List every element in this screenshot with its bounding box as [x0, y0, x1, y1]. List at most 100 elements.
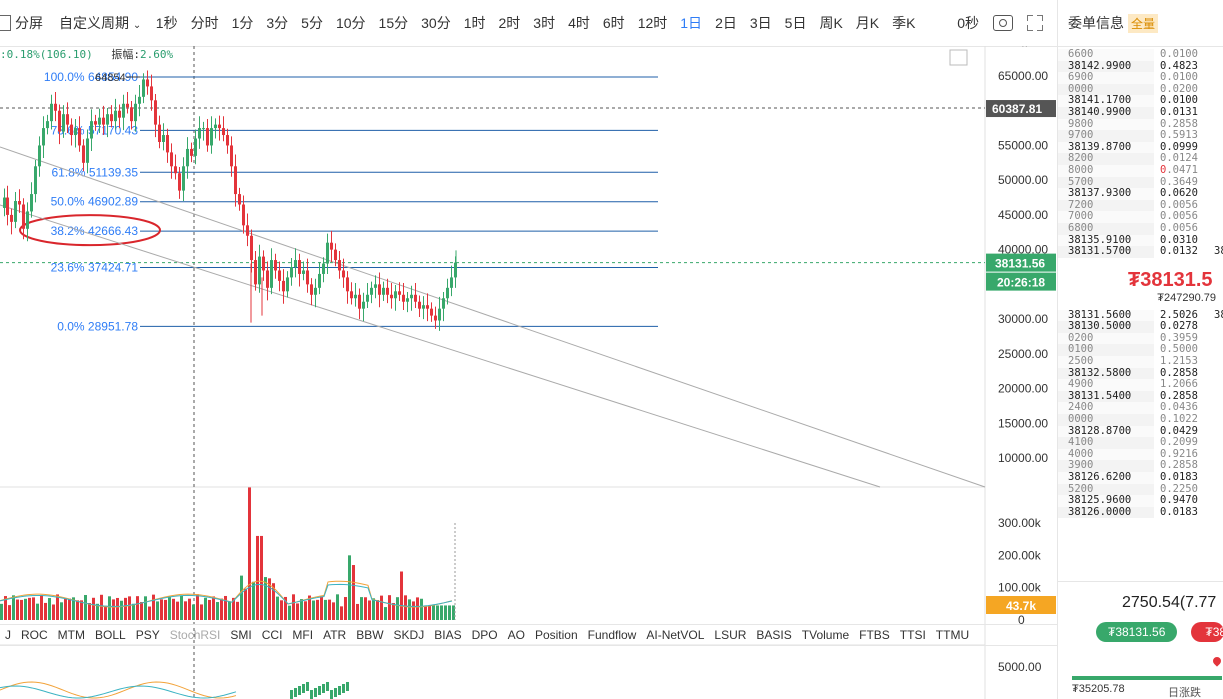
split-screen-icon[interactable]: [0, 15, 11, 31]
period-tab[interactable]: 2时: [498, 15, 521, 31]
bid-row[interactable]: 4100 0.2099: [1058, 437, 1223, 449]
ask-row[interactable]: 6900 0.0100: [1058, 72, 1223, 84]
chart-expand-icon[interactable]: [949, 49, 968, 66]
ask-row[interactable]: 38131.5700 0.0132 38: [1058, 245, 1223, 258]
indicator-tab[interactable]: DPO: [471, 628, 498, 642]
indicator-tab[interactable]: PSY: [135, 628, 160, 642]
sell-button[interactable]: ₮38: [1191, 622, 1223, 642]
indicator-tab[interactable]: J: [5, 628, 11, 642]
ask-row[interactable]: 38142.9900 0.4823: [1058, 60, 1223, 73]
ask-row[interactable]: 0000 0.0200: [1058, 83, 1223, 96]
bid-row[interactable]: 2400 0.0436: [1058, 402, 1223, 415]
period-tab[interactable]: 2日: [715, 15, 737, 31]
indicator-tab[interactable]: BBW: [356, 628, 384, 642]
bid-row[interactable]: 38128.8700 0.0429: [1058, 425, 1223, 438]
bid-row[interactable]: 0200 0.3959: [1058, 332, 1223, 345]
buy-button[interactable]: ₮38131.56: [1096, 622, 1178, 642]
indicator-tab[interactable]: AO: [507, 628, 525, 642]
volume-bar: [44, 602, 47, 620]
period-tab[interactable]: 4时: [568, 15, 590, 31]
ask-row[interactable]: 8000 0.0471: [1058, 164, 1223, 177]
period-tab[interactable]: 1日: [680, 15, 703, 31]
period-tab[interactable]: 1秒: [155, 15, 178, 31]
bid-row[interactable]: 38131.5600 2.5026 38: [1058, 309, 1223, 322]
indicator-tab[interactable]: AI-NetVOL: [646, 628, 705, 642]
indicator-tab[interactable]: SMI: [230, 628, 252, 642]
period-tab[interactable]: 周K: [819, 15, 843, 31]
ask-row[interactable]: 38140.9900 0.0131: [1058, 106, 1223, 119]
period-tab[interactable]: 30分: [421, 15, 451, 31]
period-tab[interactable]: 3分: [266, 15, 289, 31]
marker-price-tag: [986, 100, 1056, 118]
period-tab[interactable]: 3时: [533, 15, 556, 31]
period-tab[interactable]: 1分: [231, 15, 254, 31]
ask-row[interactable]: 9700 0.5913: [1058, 130, 1223, 142]
period-tab[interactable]: 月K: [855, 15, 880, 31]
volume-bar: [24, 598, 27, 620]
indicator-tab[interactable]: BOLL: [95, 628, 126, 642]
ask-row[interactable]: 38135.9100 0.0310: [1058, 234, 1223, 247]
indicator-tab[interactable]: ATR: [323, 628, 347, 642]
bid-row[interactable]: 38130.5000 0.0278: [1058, 321, 1223, 333]
indicator-tab[interactable]: TTSI: [899, 628, 926, 642]
bid-row[interactable]: 38126.6200 0.0183: [1058, 471, 1223, 484]
bid-row[interactable]: 38125.9600 0.9470: [1058, 495, 1223, 507]
volume-bar: [220, 598, 223, 620]
ask-row[interactable]: 38139.8700 0.0999: [1058, 141, 1223, 154]
bid-row[interactable]: 38131.5400 0.2858: [1058, 390, 1223, 403]
candlestick-chart[interactable]: 65000.0060000.0055000.0050000.0045000.00…: [0, 46, 1057, 699]
period-tab[interactable]: 季K: [892, 15, 916, 31]
ask-row[interactable]: 8200 0.0124: [1058, 153, 1223, 165]
indicator-tab[interactable]: CCI: [261, 628, 283, 642]
indicator-tab[interactable]: TTMU: [935, 628, 970, 642]
bid-row[interactable]: 5200 0.2250: [1058, 483, 1223, 496]
ask-row[interactable]: 7200 0.0056: [1058, 199, 1223, 212]
ask-row[interactable]: 7000 0.0056: [1058, 211, 1223, 223]
bid-row[interactable]: 0100 0.5000: [1058, 344, 1223, 357]
period-tab[interactable]: 5分: [301, 15, 323, 31]
camera-icon[interactable]: [993, 15, 1013, 31]
candle-body: [166, 135, 169, 153]
indicator-tab[interactable]: MFI: [292, 628, 314, 642]
bid-row[interactable]: 0000 0.1022: [1058, 413, 1223, 426]
period-tab[interactable]: 3日: [749, 15, 772, 31]
ask-row[interactable]: 9800 0.2858: [1058, 118, 1223, 131]
period-tab[interactable]: 5日: [784, 15, 807, 31]
indicator-tab[interactable]: Position: [534, 628, 578, 642]
bid-row[interactable]: 2500 1.2153: [1058, 355, 1223, 368]
candle-body: [206, 128, 209, 146]
indicator-tab[interactable]: Fundflow: [587, 628, 637, 642]
period-tab[interactable]: 1时: [463, 15, 486, 31]
indicator-tab[interactable]: LSUR: [714, 628, 747, 642]
full-depth-badge[interactable]: 全量: [1128, 13, 1159, 33]
collapse-icon[interactable]: ⌃: [1020, 46, 1029, 55]
period-tab[interactable]: 分时: [190, 15, 219, 31]
ask-row[interactable]: 38137.9300 0.0620: [1058, 188, 1223, 200]
indicator-tab[interactable]: BIAS: [434, 628, 462, 642]
indicator-tab[interactable]: FTBS: [859, 628, 890, 642]
bid-row[interactable]: 4900 1.2066: [1058, 379, 1223, 391]
period-tab[interactable]: 6时: [602, 15, 625, 31]
fullscreen-icon[interactable]: [1027, 15, 1043, 31]
indicator-tab[interactable]: StochRSI: [169, 628, 221, 642]
ask-row[interactable]: 38141.1700 0.0100: [1058, 95, 1223, 107]
bid-row[interactable]: 38132.5800 0.2858: [1058, 367, 1223, 380]
bid-row[interactable]: 38126.0000 0.0183: [1058, 506, 1223, 519]
indicator-tab[interactable]: MTM: [57, 628, 85, 642]
candle-body: [278, 270, 281, 281]
ask-row[interactable]: 5700 0.3649: [1058, 176, 1223, 189]
indicator-tab[interactable]: BASIS: [756, 628, 792, 642]
custom-period-dropdown[interactable]: 自定义周期 ⌄: [51, 13, 149, 33]
indicator-tab[interactable]: TVolume: [801, 628, 850, 642]
period-tab[interactable]: 12时: [637, 15, 668, 31]
period-tab[interactable]: 10分: [335, 15, 366, 31]
ask-row[interactable]: 6600 0.0100: [1058, 48, 1223, 61]
bid-row[interactable]: 4000 0.9216: [1058, 448, 1223, 461]
indicator-tab[interactable]: ROC: [21, 628, 48, 642]
indicator-tab[interactable]: SKDJ: [393, 628, 425, 642]
split-screen-button[interactable]: 分屏: [15, 15, 43, 31]
ask-row[interactable]: 6800 0.0056: [1058, 222, 1223, 235]
period-tab[interactable]: 15分: [378, 15, 409, 31]
bid-row[interactable]: 3900 0.2858: [1058, 460, 1223, 472]
candle-body: [50, 103, 53, 122]
